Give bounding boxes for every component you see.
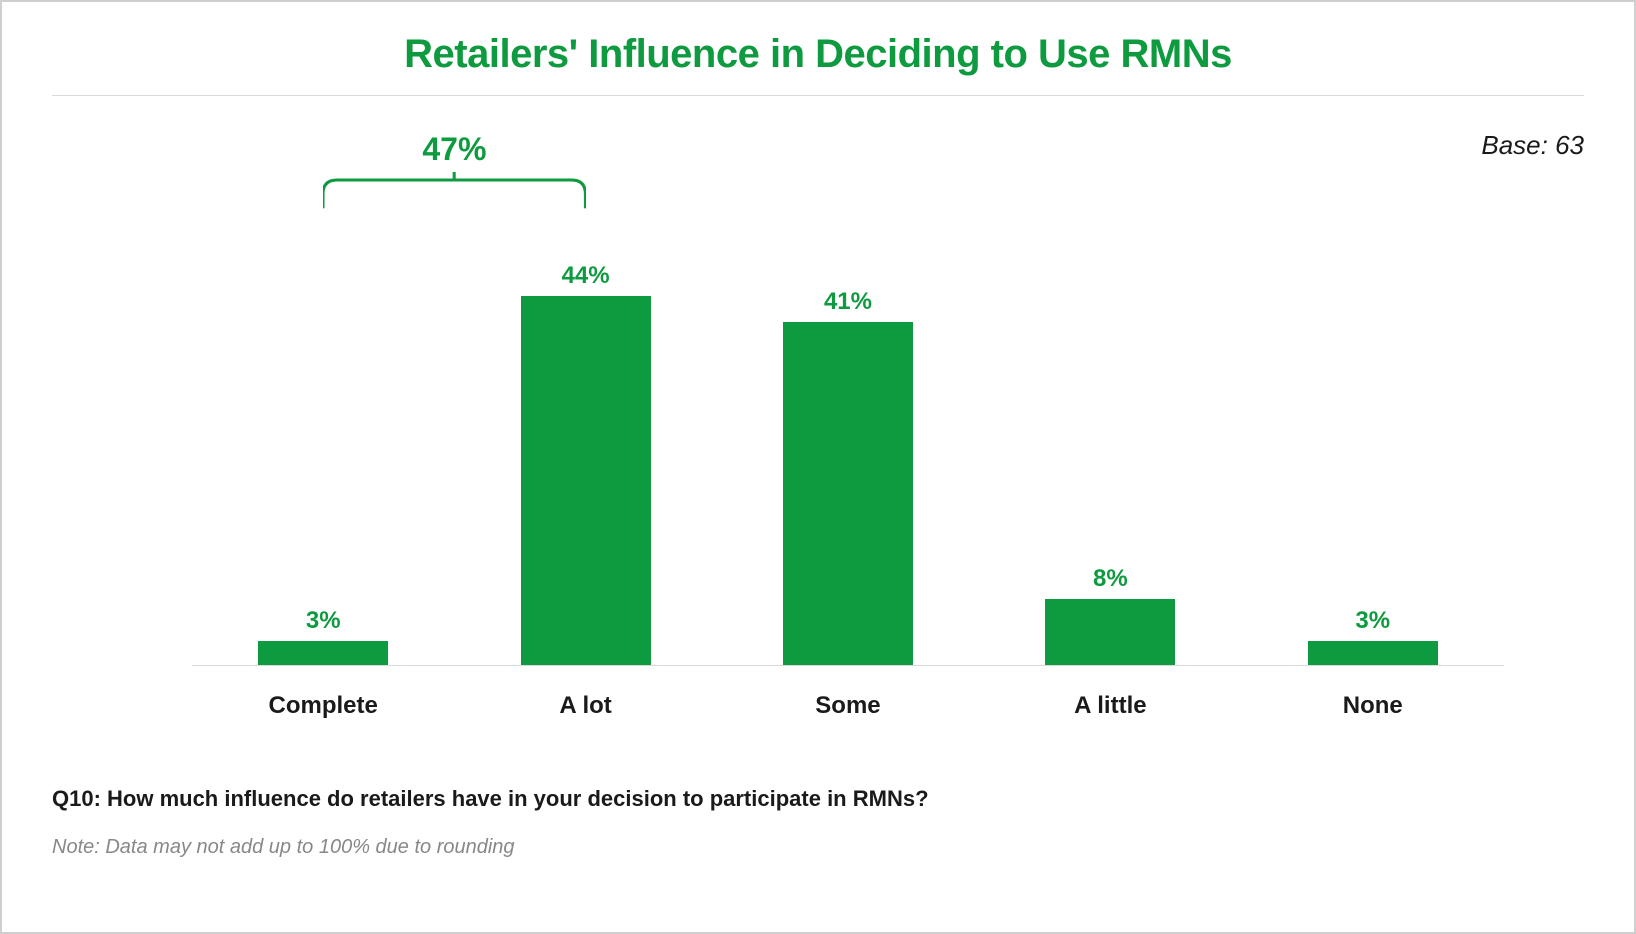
- x-axis-label: A lot: [454, 676, 716, 720]
- x-axis-label: Some: [717, 676, 979, 720]
- bar-value-label: 44%: [562, 262, 610, 290]
- bar-rect: [258, 641, 388, 666]
- bar-value-label: 8%: [1093, 565, 1128, 593]
- bar-value-label: 3%: [306, 607, 341, 635]
- bar-slot: 41%: [717, 288, 979, 666]
- bar-rect: [1045, 599, 1175, 666]
- bar-value-label: 3%: [1355, 607, 1390, 635]
- x-axis-labels: CompleteA lotSomeA littleNone: [192, 676, 1504, 726]
- chart-frame: Retailers' Influence in Deciding to Use …: [0, 0, 1636, 934]
- x-axis-label: Complete: [192, 676, 454, 720]
- bar-rect: [783, 322, 913, 666]
- x-axis-label: None: [1242, 676, 1504, 720]
- x-axis-label: A little: [979, 676, 1241, 720]
- title-divider: [52, 95, 1584, 96]
- bar-rect: [1308, 641, 1438, 666]
- footnote: Note: Data may not add up to 100% due to…: [52, 836, 1584, 859]
- bracket-label: 47%: [323, 131, 585, 168]
- bar-slot: 3%: [192, 607, 454, 666]
- bar-value-label: 41%: [824, 288, 872, 316]
- question-text: Q10: How much influence do retailers hav…: [52, 786, 1584, 812]
- bar-rect: [521, 296, 651, 666]
- bar-slot: 8%: [979, 565, 1241, 666]
- x-axis-line: [192, 665, 1504, 666]
- chart-title: Retailers' Influence in Deciding to Use …: [52, 32, 1584, 77]
- bars-container: 3% 44% 41% 8% 3%: [192, 186, 1504, 666]
- bar-slot: 44%: [454, 262, 716, 666]
- base-label: Base: 63: [1481, 130, 1584, 161]
- bar-slot: 3%: [1242, 607, 1504, 666]
- chart-area: 47% 3%44%41%8%3% CompleteA lotSomeA litt…: [192, 186, 1504, 726]
